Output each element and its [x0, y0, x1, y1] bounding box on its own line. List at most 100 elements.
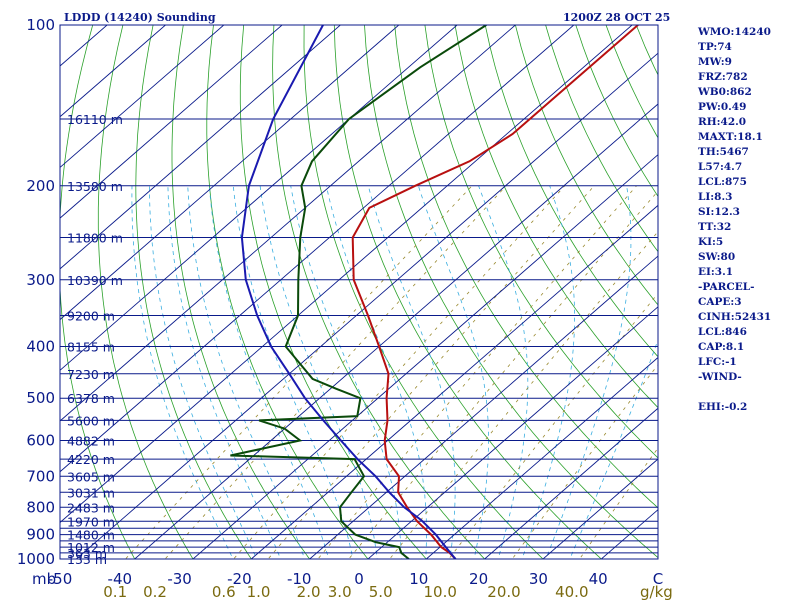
dry-adiabat — [545, 25, 658, 253]
moist-adiabat — [208, 185, 330, 559]
chart-title: LDDD (14240) Sounding — [64, 11, 216, 24]
dry-adiabat — [97, 25, 194, 559]
index-line: KI:5 — [698, 236, 724, 248]
index-line: LFC:-1 — [698, 356, 737, 368]
mixing-ratio-labels: 0.1 0.2 0.6 1.0 2.0 3.0 5.0 10.0 20.0 40.0 — [103, 583, 588, 600]
index-line: -WIND- — [698, 371, 742, 383]
index-line: CAP:8.1 — [698, 341, 745, 353]
height-label: 9200 m — [67, 309, 115, 324]
sounding-profiles — [230, 25, 639, 559]
index-line: FRZ:782 — [698, 71, 748, 83]
moist-adiabat — [569, 338, 658, 559]
temperature-tick-label: 30 — [529, 570, 548, 588]
temperature-line — [351, 25, 639, 559]
isotherm — [60, 25, 225, 169]
height-label: 7230 m — [67, 367, 115, 382]
mixing-ratio-tick-label: 10.0 — [423, 583, 456, 600]
moist-adiabat — [367, 185, 456, 559]
isotherm — [60, 25, 633, 524]
height-label: 5600 m — [67, 413, 115, 428]
height-label: 3605 m — [67, 469, 115, 484]
pressure-tick-label: 800 — [26, 498, 55, 516]
isotherm — [542, 458, 658, 559]
isotherm — [60, 25, 517, 422]
mixing-ratio-line — [164, 185, 507, 559]
pressure-tick-label: 600 — [26, 432, 55, 450]
plot-frame — [59, 24, 659, 560]
valid-time: 1200Z 28 OCT 25 — [563, 11, 670, 24]
index-line: L57:4.7 — [698, 161, 743, 173]
index-line: CINH:52431 — [698, 311, 772, 323]
dewpoint-line — [230, 25, 487, 559]
index-line: -PARCEL- — [698, 281, 755, 293]
isotherm — [483, 407, 658, 559]
pressure-tick-label: 200 — [26, 177, 55, 195]
height-label: 4220 m — [67, 452, 115, 467]
index-line: MW:9 — [698, 56, 732, 68]
height-label: 3031 m — [67, 485, 115, 500]
isotherm — [60, 25, 400, 321]
pressure-tick-label: 1000 — [17, 550, 55, 568]
temperature-tick-label: -20 — [227, 570, 252, 588]
height-label: 4882 m — [67, 434, 115, 449]
index-line: TH:5467 — [698, 146, 749, 158]
height-label: 10390 m — [67, 273, 123, 288]
moist-adiabat — [325, 185, 427, 559]
index-line: SI:12.3 — [698, 206, 740, 218]
pressure-tick-label: 500 — [26, 389, 55, 407]
mixing-ratio-tick-label: 0.1 — [103, 583, 127, 600]
moist-adiabat — [545, 185, 632, 559]
pressure-tick-label: 100 — [26, 16, 55, 34]
pressure-tick-label: 300 — [26, 271, 55, 289]
mixing-ratio-unit-label: g/kg — [640, 583, 673, 600]
index-line: WMO:14240 — [698, 26, 771, 38]
temperature-tick-label: -30 — [167, 570, 192, 588]
height-label: 16110 m — [67, 112, 123, 127]
dry-adiabat — [454, 25, 658, 409]
isotherm — [192, 154, 658, 559]
index-line: EI:3.1 — [698, 266, 734, 278]
mixing-ratio-line — [124, 185, 473, 559]
temperature-tick-label: 10 — [409, 570, 428, 588]
moist-adiabat — [478, 185, 529, 559]
mixing-ratio-tick-label: 40.0 — [555, 583, 588, 600]
pressure-axis-labels: 1000 900 800 700 600 500 400 300 200 100 — [17, 16, 55, 568]
mixing-ratio-line — [267, 185, 595, 559]
isotherm — [309, 255, 658, 559]
moist-adiabat — [290, 185, 402, 559]
height-label: 8155 m — [67, 340, 115, 355]
mixing-ratio-line — [389, 230, 658, 559]
index-line: TT:32 — [698, 221, 732, 233]
height-label: 11800 m — [67, 231, 123, 246]
index-line: TP:74 — [698, 41, 732, 53]
mixing-ratio-tick-label: 20.0 — [487, 583, 520, 600]
mixing-ratio-tick-label: 2.0 — [297, 583, 321, 600]
mixing-ratio-tick-label: 1.0 — [247, 583, 271, 600]
pressure-unit-label: mb — [32, 570, 56, 588]
pressure-tick-label: 400 — [26, 338, 55, 356]
isotherm — [60, 25, 575, 473]
dry-adiabat — [484, 25, 658, 358]
isotherm — [250, 204, 658, 559]
height-label: 13580 m — [67, 179, 123, 194]
index-line: MAXT:18.1 — [698, 131, 763, 143]
dry-adiabat — [515, 25, 658, 306]
moist-adiabat — [418, 185, 489, 559]
moist-adiabat — [259, 185, 378, 559]
temperature-tick-label: -40 — [108, 570, 133, 588]
temperature-tick-label: 20 — [469, 570, 488, 588]
temperature-tick-label: -10 — [287, 570, 312, 588]
index-line: WB0:862 — [698, 86, 752, 98]
index-line: EHI:-0.2 — [698, 401, 748, 413]
height-label: 1480 m — [67, 528, 115, 543]
background-grid — [60, 25, 658, 559]
dry-adiabat — [394, 25, 658, 509]
mixing-ratio-tick-label: 0.6 — [212, 583, 236, 600]
mixing-ratio-line — [579, 447, 658, 559]
temperature-tick-label: -50 — [48, 570, 73, 588]
temperature-tick-label: 40 — [589, 570, 608, 588]
stability-indices-panel: WMO:14240 TP:74 MW:9 FRZ:782 WB0:862 PW:0.49 R… — [698, 25, 771, 415]
isotherm — [60, 25, 342, 270]
pressure-tick-label: 700 — [26, 467, 55, 485]
